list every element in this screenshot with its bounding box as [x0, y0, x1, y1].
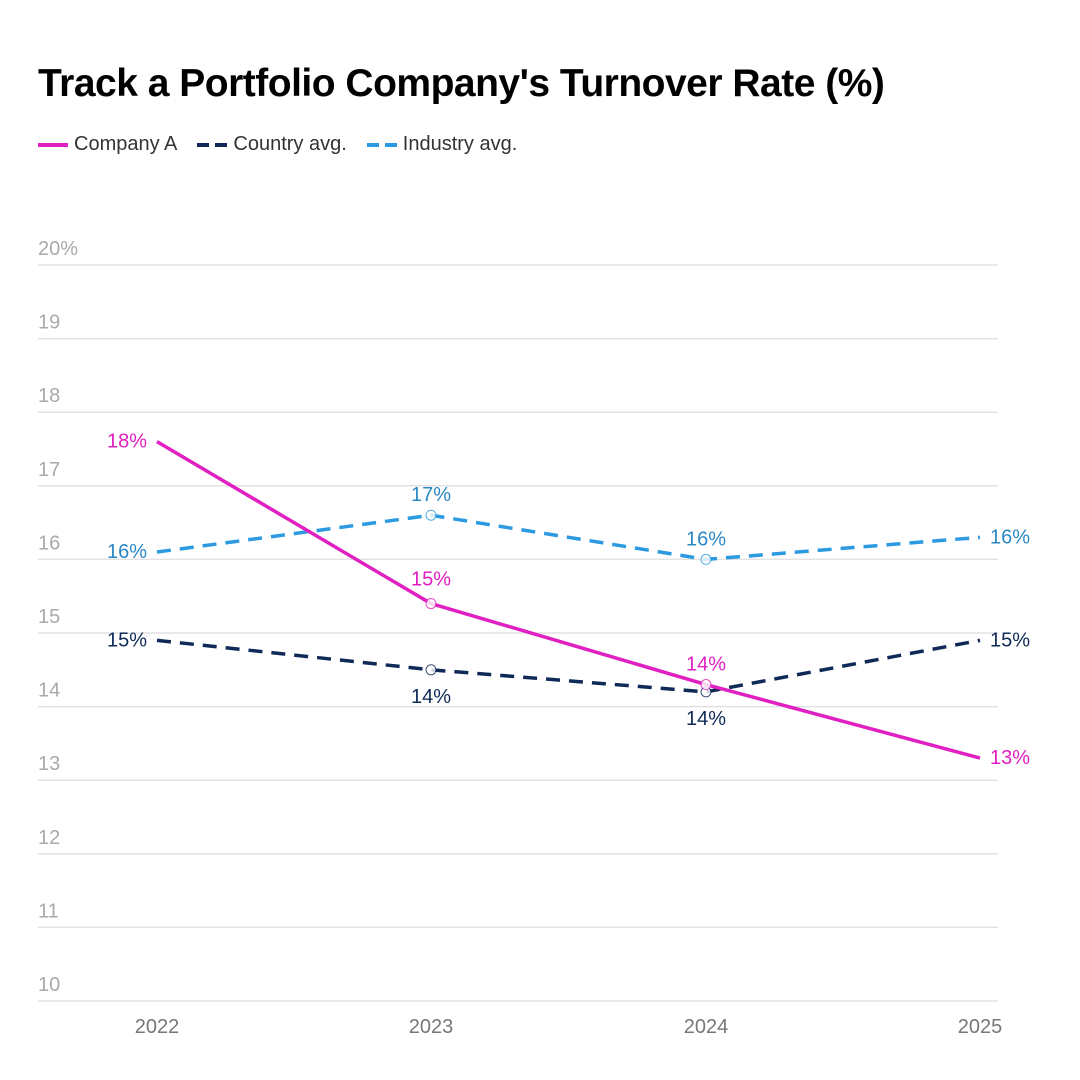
data-label-company-a: 15%	[411, 569, 451, 591]
legend-item-country-avg: Country avg.	[197, 133, 347, 156]
y-tick-label: 14	[38, 680, 60, 702]
data-point-industry-avg	[425, 509, 437, 521]
legend-label-country-avg: Country avg.	[233, 133, 347, 155]
y-tick-label: 16	[38, 532, 60, 554]
data-point-company-a	[700, 679, 712, 691]
x-tick-label: 2024	[684, 1016, 729, 1038]
y-tick-label: 18	[38, 385, 60, 407]
x-tick-label: 2022	[135, 1016, 180, 1038]
data-point-company-a	[425, 598, 437, 610]
legend-item-company-a: Company A	[38, 133, 177, 156]
y-tick-label: 20%	[38, 238, 78, 260]
series-line-country-avg	[156, 638, 981, 694]
series-line-company-a	[156, 440, 981, 760]
data-point-country-avg	[425, 664, 437, 676]
y-tick-label: 19	[38, 312, 60, 334]
y-tick-label: 10	[38, 974, 60, 996]
legend-label-industry-avg: Industry avg.	[402, 133, 518, 155]
data-label-industry-avg: 17%	[411, 484, 451, 506]
legend: Company A Country avg. Industry avg.	[38, 133, 537, 156]
data-label-company-a: 18%	[107, 431, 147, 453]
data-label-country-avg: 15%	[107, 629, 147, 651]
legend-swatch-country-avg	[197, 142, 228, 147]
y-tick-label: 12	[38, 827, 60, 849]
y-tick-label: 11	[38, 900, 59, 922]
data-label-industry-avg: 16%	[686, 528, 726, 550]
legend-swatch-company-a	[38, 142, 68, 147]
chart-title: Track a Portfolio Company's Turnover Rat…	[38, 62, 885, 105]
y-tick-label: 15	[38, 606, 60, 628]
data-label-industry-avg: 16%	[990, 526, 1030, 548]
legend-label-company-a: Company A	[74, 133, 178, 155]
data-label-country-avg: 14%	[411, 686, 451, 708]
legend-item-industry-avg: Industry avg.	[366, 133, 518, 156]
x-tick-label: 2025	[958, 1016, 1003, 1038]
x-tick-label: 2023	[409, 1016, 454, 1038]
data-point-industry-avg	[700, 553, 712, 565]
y-tick-label: 17	[38, 459, 60, 481]
series-line-industry-avg	[156, 513, 981, 562]
data-label-country-avg: 14%	[686, 708, 726, 730]
data-label-company-a: 14%	[686, 654, 726, 676]
data-label-industry-avg: 16%	[107, 541, 147, 563]
legend-swatch-industry-avg	[366, 142, 397, 147]
data-label-company-a: 13%	[990, 747, 1030, 769]
data-label-country-avg: 15%	[990, 629, 1030, 651]
y-tick-label: 13	[38, 753, 60, 775]
